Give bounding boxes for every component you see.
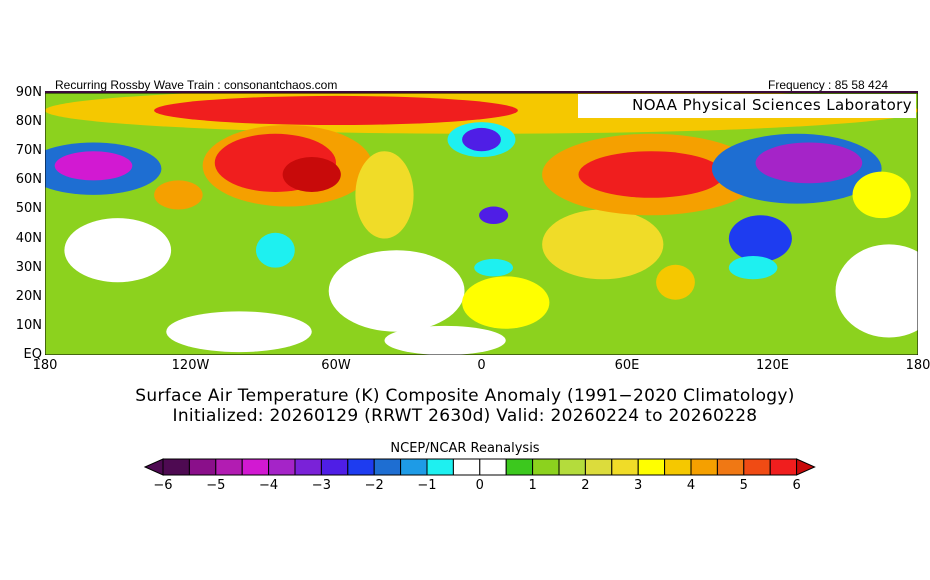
colorbar-swatch [558,458,586,476]
colorbar-swatch [215,458,243,476]
lon-tick-label: 180 [32,358,58,373]
lat-tick-label: 50N [15,201,42,217]
lat-tick-label: 60N [15,172,42,188]
colorbar-swatch [637,458,666,476]
lat-tick-label: 10N [15,317,42,333]
colorbar-tick-label: −5 [206,478,226,493]
anomaly-region [282,157,341,192]
anomaly-map [45,93,918,355]
colorbar-swatch [716,458,745,476]
anomaly-region [755,142,863,184]
colorbar-swatch [479,458,507,476]
lat-tick-label: 30N [15,259,42,275]
lat-tick-label: 70N [15,143,42,159]
colorbar-swatch [769,458,798,476]
colorbar-swatch [268,458,296,476]
colorbar-swatch [664,458,692,476]
lab-label: NOAA Physical Sciences Laboratory [578,94,916,118]
colorbar-tick-label: −4 [259,478,279,493]
anomaly-region [355,151,414,239]
header-frequency: Frequency : 85 58 424 [768,78,889,92]
colorbar-under-arrow [143,458,164,476]
colorbar-swatch [320,458,349,476]
colorbar-tick-label: 0 [475,478,484,493]
anomaly-region [384,325,506,355]
colorbar-swatch [400,458,428,476]
colorbar-tick-label: −1 [417,478,437,493]
lon-tick-label: 120E [755,358,790,373]
lat-tick-label: 90N [15,85,42,100]
colorbar-swatch [188,458,217,476]
data-source: NCEP/NCAR Reanalysis [390,441,540,456]
colorbar-over-arrow [796,458,816,476]
lat-tick-label: EQ [23,347,42,362]
header-source: Recurring Rossby Wave Train : consonantc… [55,78,338,92]
anomaly-region [474,258,514,277]
lon-tick-label: 0 [477,358,486,373]
lat-tick-label: 80N [15,114,42,130]
colorbar-swatch [426,458,454,476]
anomaly-region [462,276,550,329]
colorbar-swatch [162,458,190,476]
anomaly-region [578,151,724,198]
lat-tick-label: 40N [15,230,42,246]
colorbar-tick-label: −2 [364,478,384,493]
anomaly-region [54,151,133,181]
colorbar-swatch [690,458,718,476]
anomaly-region [852,171,911,219]
colorbar-swatch [743,458,771,476]
colorbar-tick-label: 5 [739,478,748,493]
colorbar-tick-label: 3 [634,478,643,493]
anomaly-region [255,232,295,268]
anomaly-region [542,209,664,280]
colorbar-swatch [347,458,375,476]
colorbar-tick-label: 2 [581,478,590,493]
anomaly-region [656,264,695,300]
anomaly-region [154,180,203,210]
anomaly-region [728,215,792,262]
colorbar-tick-label: 1 [528,478,537,493]
lon-tick-label: 60W [321,358,351,373]
anomaly-region [479,206,509,224]
map-subtitle: Initialized: 20260129 (RRWT 2630d) Valid… [172,406,758,426]
colorbar-swatch [611,458,639,476]
anomaly-region [64,218,172,283]
anomaly-region [154,95,518,126]
colorbar-tick-label: −6 [153,478,173,493]
lon-tick-label: 120W [171,358,210,373]
colorbar-swatch [241,458,270,476]
anomaly-region [728,256,778,280]
colorbar-swatch [294,458,322,476]
lon-tick-label: 60E [614,358,640,373]
map-title: Surface Air Temperature (K) Composite An… [135,386,795,406]
colorbar-tick-label: 4 [686,478,696,493]
colorbar-swatch [584,458,613,476]
colorbar-swatch [532,458,560,476]
colorbar-tick-label: 6 [792,478,801,493]
colorbar-tick-label: −3 [311,478,331,493]
anomaly-region [328,250,465,332]
colorbar [143,458,816,476]
lat-tick-label: 20N [15,288,42,304]
anomaly-region [462,127,501,152]
map-top-border [45,91,918,93]
colorbar-swatch [505,458,534,476]
anomaly-region [835,244,918,338]
lon-tick-label: 180 [905,358,930,373]
anomaly-region [166,311,312,353]
colorbar-swatch [452,458,481,476]
colorbar-swatch [373,458,402,476]
